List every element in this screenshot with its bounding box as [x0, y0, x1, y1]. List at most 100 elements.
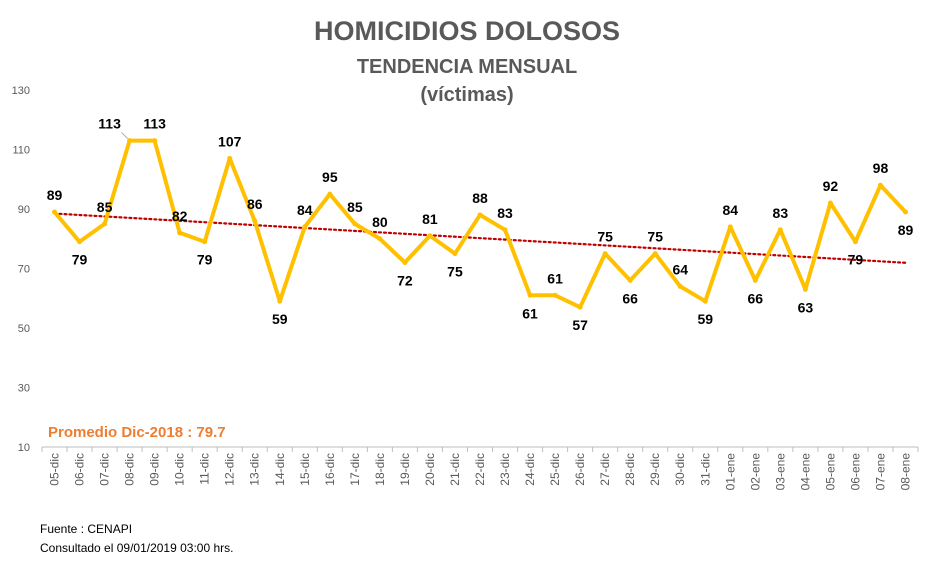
data-point	[277, 298, 283, 304]
data-label: 75	[647, 229, 663, 245]
x-tick-label: 25-dic	[548, 453, 562, 486]
data-point	[127, 138, 133, 144]
y-tick-label: 70	[18, 264, 30, 276]
data-point	[377, 236, 383, 242]
data-label: 95	[322, 169, 338, 185]
data-label: 84	[722, 202, 738, 218]
data-label: 79	[848, 252, 864, 268]
label-leader-line	[121, 132, 128, 139]
data-point	[177, 230, 183, 236]
average-annotation: Promedio Dic-2018 : 79.7	[48, 424, 226, 441]
data-label: 82	[172, 208, 188, 224]
data-point	[302, 224, 308, 230]
data-label: 63	[798, 299, 814, 315]
x-tick-label: 28-dic	[623, 453, 637, 486]
data-label: 86	[247, 196, 263, 212]
data-point	[252, 218, 258, 224]
data-point	[152, 138, 158, 144]
data-point	[902, 209, 908, 215]
data-label: 84	[297, 202, 313, 218]
x-tick-label: 03-ene	[773, 453, 787, 491]
data-point	[627, 277, 633, 283]
y-tick-label: 50	[18, 323, 30, 335]
data-label: 57	[572, 317, 588, 333]
data-point	[477, 212, 483, 218]
data-label: 83	[497, 205, 513, 221]
data-label: 89	[898, 222, 914, 238]
data-point	[327, 191, 333, 197]
x-tick-label: 05-dic	[48, 453, 62, 486]
y-tick-label: 10	[18, 442, 30, 454]
y-tick-label: 130	[12, 85, 30, 97]
data-label: 66	[748, 290, 764, 306]
x-tick-label: 08-ene	[898, 453, 912, 491]
trendline	[53, 212, 907, 264]
data-point	[727, 224, 733, 230]
x-tick-label: 01-ene	[723, 453, 737, 491]
x-tick-label: 07-ene	[873, 453, 887, 491]
data-label: 113	[143, 116, 166, 132]
x-tick-label: 08-dic	[123, 453, 137, 486]
data-point	[677, 283, 683, 289]
x-tick-label: 31-dic	[698, 453, 712, 486]
data-point	[202, 239, 208, 245]
data-label: 88	[472, 190, 488, 206]
data-label: 75	[597, 229, 613, 245]
x-tick-label: 22-dic	[473, 453, 487, 486]
data-label: 113	[98, 116, 121, 132]
x-tick-label: 23-dic	[498, 453, 512, 486]
consulted-note: Consultado el 09/01/2019 03:00 hrs.	[40, 541, 234, 555]
x-tick-label: 17-dic	[348, 453, 362, 486]
x-tick-label: 19-dic	[398, 453, 412, 486]
x-tick-label: 15-dic	[298, 453, 312, 486]
data-label: 72	[397, 273, 413, 289]
data-point	[577, 304, 583, 310]
x-tick-label: 14-dic	[273, 453, 287, 486]
series-line	[52, 138, 908, 310]
data-label: 59	[697, 311, 713, 327]
x-tick-label: 06-ene	[848, 453, 862, 491]
data-point	[827, 200, 833, 206]
data-point	[702, 298, 708, 304]
data-point	[227, 155, 233, 161]
x-tick-label: 12-dic	[223, 453, 237, 486]
data-label: 61	[547, 270, 563, 286]
data-label: 80	[372, 214, 388, 230]
data-point	[527, 292, 533, 298]
chart-unit-subtitle: (víctimas)	[420, 84, 514, 106]
data-label: 64	[672, 261, 688, 277]
x-tick-label: 06-dic	[73, 453, 87, 486]
x-tick-label: 02-ene	[748, 453, 762, 491]
chart-subtitle: TENDENCIA MENSUAL	[356, 56, 578, 78]
data-point	[777, 227, 783, 233]
data-label: 85	[97, 199, 113, 215]
data-label: 75	[447, 264, 463, 280]
chart-title: HOMICIDIOS DOLOSOS	[313, 16, 621, 46]
data-point	[452, 251, 458, 257]
y-tick-label: 110	[12, 145, 30, 157]
data-point	[52, 209, 58, 215]
x-tick-label: 07-dic	[98, 453, 112, 486]
data-label: 98	[873, 160, 889, 176]
data-point	[877, 182, 883, 188]
x-tick-label: 30-dic	[673, 453, 687, 486]
y-tick-label: 30	[18, 383, 30, 395]
data-label: 66	[622, 290, 638, 306]
x-tick-label: 27-dic	[598, 453, 612, 486]
data-point	[752, 277, 758, 283]
data-label: 79	[72, 252, 88, 268]
source-note: Fuente : CENAPI	[40, 522, 133, 536]
data-label: 61	[522, 305, 538, 321]
x-tick-label: 05-ene	[823, 453, 837, 491]
data-label: 89	[47, 187, 63, 203]
data-point	[552, 292, 558, 298]
data-point	[102, 221, 108, 227]
x-tick-label: 20-dic	[423, 453, 437, 486]
data-point	[427, 233, 433, 239]
data-point	[352, 221, 358, 227]
y-tick-label: 90	[18, 204, 30, 216]
x-tick-label: 18-dic	[373, 453, 387, 486]
x-tick-label: 04-ene	[798, 453, 812, 491]
data-point	[502, 227, 508, 233]
